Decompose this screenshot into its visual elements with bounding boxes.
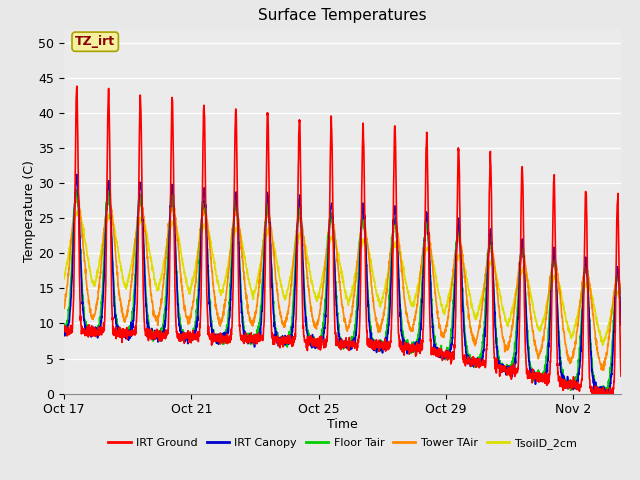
Y-axis label: Temperature (C): Temperature (C) (22, 160, 35, 262)
Text: TZ_irt: TZ_irt (75, 35, 115, 48)
Legend: IRT Ground, IRT Canopy, Floor Tair, Tower TAir, TsoilD_2cm: IRT Ground, IRT Canopy, Floor Tair, Towe… (104, 434, 581, 454)
Title: Surface Temperatures: Surface Temperatures (258, 9, 427, 24)
X-axis label: Time: Time (327, 418, 358, 431)
